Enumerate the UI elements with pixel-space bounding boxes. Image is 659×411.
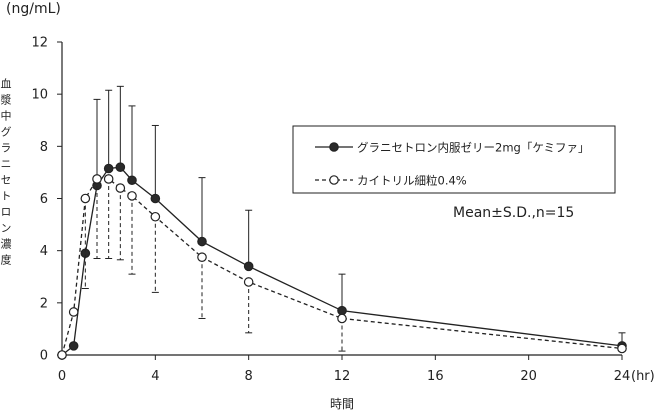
data-point-filled [337,305,347,316]
x-unit-label: (hr) [631,369,655,384]
data-point-open [150,211,161,222]
data-point-filled [243,261,254,272]
legend-box [292,125,616,194]
x-tick-label: 24 [614,369,631,384]
legend-label: グラニセトロン内服ゼリー2mg「ケミファ」 [357,141,589,155]
y-tick-label: 12 [31,36,48,51]
data-point-open [57,350,67,360]
legend-label: カイトリル細粒0.4% [357,174,467,188]
series-line-1 [61,166,623,356]
stats-annotation: Mean±S.D.,n=15 [453,205,574,221]
data-point-filled [115,162,126,172]
data-point-open [68,307,79,317]
y-axis-label: 血漿中グラニセトロン濃度 [0,78,12,270]
y-tick-label: 6 [40,192,48,207]
data-point-open [197,252,207,262]
y-tick-label: 8 [40,140,48,155]
y-tick-label: 0 [40,349,48,364]
data-point-open [92,174,102,184]
data-point-open [337,313,347,324]
data-point-filled [68,341,79,351]
x-axis-label: 時間 [330,397,354,411]
data-point-open [243,277,254,287]
data-point-filled [150,193,161,204]
legend-marker [329,175,339,185]
y-unit-label: (ng/mL) [6,1,61,17]
x-tick-label: 4 [151,369,159,384]
data-point-filled [103,163,114,174]
data-point-open [103,174,114,184]
data-point-open [127,191,137,201]
x-tick-label: 20 [520,369,537,384]
data-point-open [115,183,126,193]
x-tick-label: 0 [58,369,66,384]
data-point-filled [127,175,137,186]
legend-marker [329,142,339,152]
data-point-open [80,193,91,204]
x-tick-label: 8 [245,369,253,384]
y-tick-label: 4 [40,244,48,259]
data-point-filled [197,236,207,247]
x-tick-label: 12 [334,369,351,384]
x-tick-label: 16 [427,369,444,384]
y-tick-label: 2 [40,296,48,311]
data-point-open [617,343,627,354]
y-tick-label: 10 [31,88,48,103]
